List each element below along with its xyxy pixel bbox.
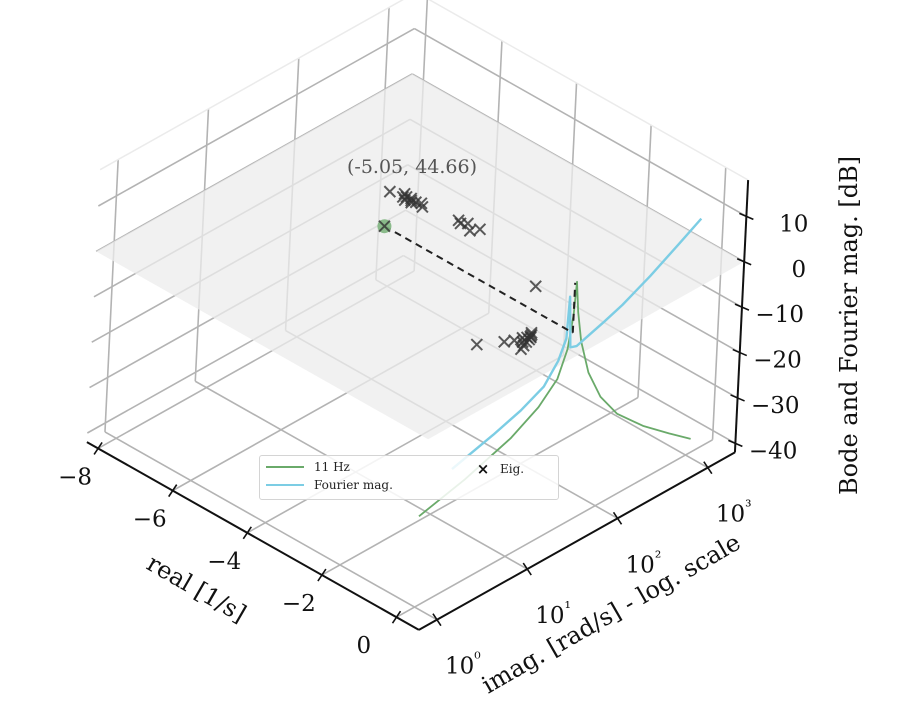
z-tick-label: −10 bbox=[755, 302, 804, 328]
z-axis-label: Bode and Fourier mag. [dB] bbox=[835, 156, 863, 495]
axis-tick bbox=[612, 511, 623, 525]
grid-line bbox=[411, 73, 745, 263]
x-marker-icon: × bbox=[476, 460, 490, 478]
legend: 11 Hz Fourier mag. × Eig. bbox=[259, 455, 559, 500]
y-axis-label: imag. [rad/s] - log. scale bbox=[477, 528, 745, 699]
axis-tick bbox=[730, 394, 745, 402]
y-tick-exponent: ⁰ bbox=[474, 649, 480, 668]
z-axis-line bbox=[733, 179, 750, 453]
eigenvalue-x-marker-icon bbox=[463, 224, 477, 237]
x-axis-line bbox=[86, 441, 420, 631]
legend-label: Fourier mag. bbox=[314, 478, 393, 492]
series-layer bbox=[377, 185, 703, 517]
x-tick-label: 0 bbox=[357, 633, 372, 659]
y-tick-exponent: ¹ bbox=[565, 598, 571, 617]
eigenvalue-x-marker-icon bbox=[470, 338, 484, 351]
axis-tick bbox=[391, 610, 402, 624]
y-axis-line bbox=[418, 451, 736, 631]
grid-line bbox=[97, 27, 415, 207]
projection-dashed-line bbox=[383, 225, 574, 334]
y-tick-label: 10⁰ bbox=[445, 649, 481, 680]
z-tick-label: −20 bbox=[753, 348, 802, 374]
legend-item-eig: × Eig. bbox=[476, 460, 524, 478]
pane-edge bbox=[99, 0, 404, 171]
x-tick-label: −6 bbox=[133, 507, 167, 533]
eigenvalue-x-marker-icon bbox=[461, 217, 475, 230]
z-tick-label: 10 bbox=[779, 211, 808, 237]
eigenvalue-x-marker-icon bbox=[508, 334, 521, 347]
fourier-magnitude-line bbox=[451, 217, 703, 470]
grid-line bbox=[711, 167, 727, 440]
legend-label: Eig. bbox=[500, 462, 525, 476]
x-tick-label: −4 bbox=[207, 549, 241, 575]
legend-item-fourier: Fourier mag. bbox=[266, 478, 393, 492]
axis-tick bbox=[703, 461, 713, 475]
z-tick-label: −40 bbox=[749, 438, 798, 464]
eigenvalue-x-marker-icon bbox=[415, 197, 428, 210]
projection-dashed-line bbox=[571, 282, 577, 333]
grid-line bbox=[104, 431, 438, 621]
x-tick-label: −2 bbox=[282, 591, 316, 617]
grid-line bbox=[104, 159, 119, 432]
zero-plane-surface bbox=[96, 73, 745, 440]
legend-swatch-green-line bbox=[266, 466, 304, 468]
grid-line bbox=[414, 27, 747, 218]
peak-annotation: (-5.05, 44.66) bbox=[347, 156, 477, 178]
axis-tick bbox=[242, 526, 252, 540]
axis-tick bbox=[168, 484, 178, 498]
eigenvalue-x-marker-icon bbox=[378, 219, 391, 233]
axis-tick bbox=[432, 613, 442, 627]
legend-swatch-blue-line bbox=[266, 484, 304, 486]
eigenvalue-x-marker-icon bbox=[529, 280, 542, 293]
z-tick-label: −30 bbox=[751, 393, 800, 419]
axis-tick bbox=[732, 348, 748, 357]
z-tick-label: 0 bbox=[792, 257, 807, 283]
eigenvalue-x-marker-icon bbox=[498, 335, 511, 349]
axis-tick bbox=[93, 441, 103, 455]
axis-tick bbox=[317, 568, 327, 582]
bode-11hz-line bbox=[418, 280, 691, 517]
y-tick-exponent: ³ bbox=[745, 497, 751, 516]
grid-line bbox=[396, 439, 713, 618]
z-zero-plane bbox=[96, 73, 745, 440]
axes-layer bbox=[86, 179, 754, 631]
eigenvalue-x-marker-icon bbox=[416, 200, 429, 214]
legend-item-11hz: 11 Hz bbox=[266, 460, 350, 474]
legend-label: 11 Hz bbox=[314, 460, 350, 474]
eigenvalue-x-marker-icon bbox=[383, 185, 397, 198]
axis-tick bbox=[739, 212, 754, 221]
x-tick-label: −8 bbox=[58, 464, 92, 490]
axis-tick bbox=[736, 258, 752, 266]
axis-tick bbox=[734, 303, 750, 311]
eigenvalue-x-marker-icon bbox=[514, 343, 528, 356]
eigenvalue-x-marker-icon bbox=[405, 196, 418, 209]
pane-edge bbox=[428, 0, 749, 181]
eigenvalue-x-marker-icon bbox=[473, 223, 487, 236]
axis-tick bbox=[522, 562, 532, 576]
y-tick-label: 10³ bbox=[716, 497, 752, 528]
y-tick-exponent: ² bbox=[655, 547, 661, 566]
axis-tick bbox=[728, 439, 743, 448]
